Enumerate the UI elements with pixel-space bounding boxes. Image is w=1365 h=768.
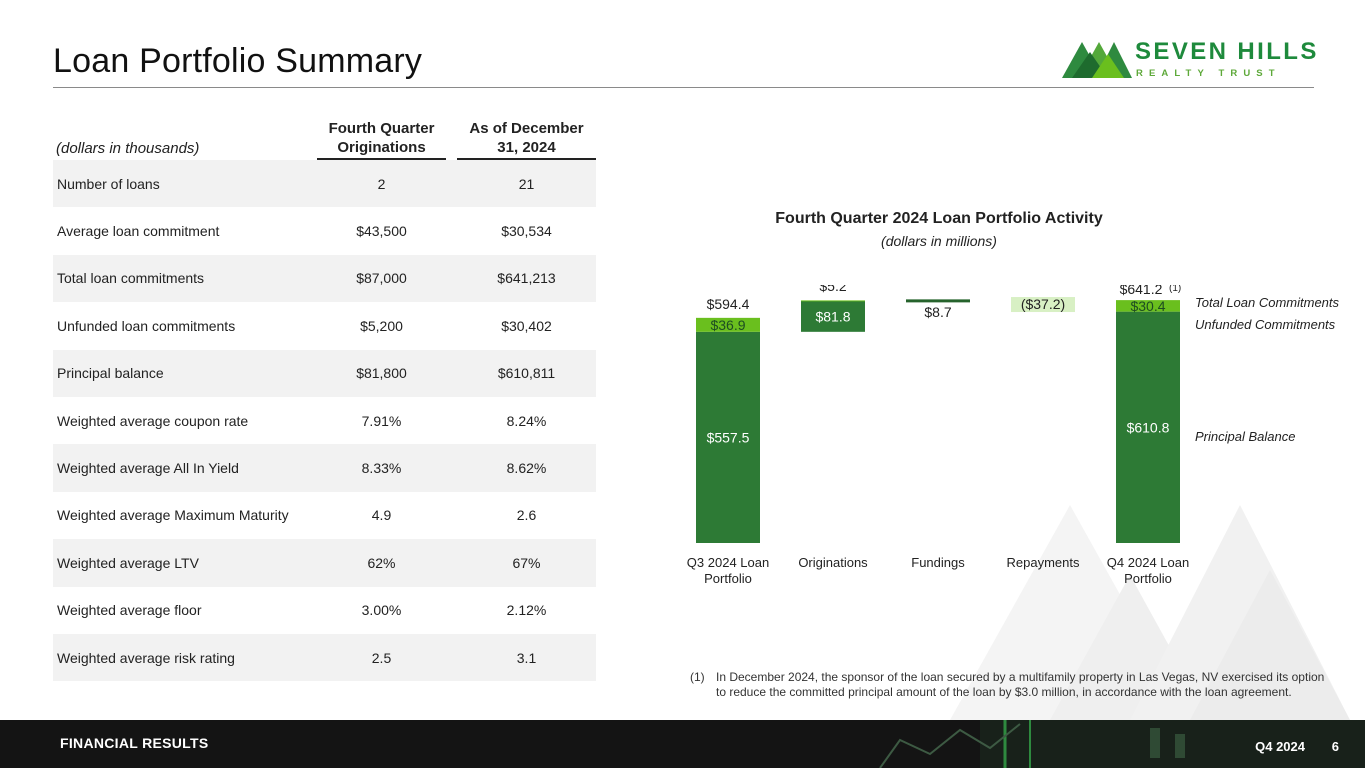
row-q4-value: $81,800 xyxy=(356,365,407,382)
row-q4-value: $87,000 xyxy=(356,270,407,287)
category-label: Q3 2024 Loan Portfolio xyxy=(687,555,769,586)
footnote-number: (1) xyxy=(690,670,705,684)
table-row: Principal balance $81,800 $610,811 xyxy=(53,349,596,397)
table-row: Number of loans 2 21 xyxy=(53,160,596,208)
chart-title: Fourth Quarter 2024 Loan Portfolio Activ… xyxy=(775,210,1103,227)
row-asof-value: 8.62% xyxy=(506,460,547,477)
table-units-label: (dollars in thousands) xyxy=(56,140,200,157)
table-row: Weighted average risk rating 2.5 3.1 xyxy=(53,633,596,682)
footer-page-number: 6 xyxy=(1331,739,1339,754)
bar-q3-unfunded xyxy=(696,317,760,332)
legend-unfunded-commitments: Unfunded Commitments xyxy=(1195,317,1336,332)
row-label: Principal balance xyxy=(57,365,164,382)
row-label: Number of loans xyxy=(57,175,160,192)
label-q3-principal: $557.5 xyxy=(707,429,750,445)
row-q4-value: $43,500 xyxy=(356,223,407,240)
category-label: Repayments xyxy=(1007,555,1080,570)
footer-bar: FINANCIAL RESULTS Q4 2024 6 xyxy=(0,720,1365,768)
table-row: Unfunded loan commitments $5,200 $30,402 xyxy=(53,302,596,349)
row-label: Weighted average coupon rate xyxy=(57,412,249,429)
table-body: Number of loans 2 21 Average loan commitmen… xyxy=(53,160,596,682)
column-header-q4-originations: Fourth Quarter Originations xyxy=(317,119,446,160)
row-label: Weighted average All In Yield xyxy=(57,460,239,477)
row-asof-value: 3.1 xyxy=(516,649,537,666)
row-q4-value: 62% xyxy=(367,554,396,571)
table-row: Weighted average LTV 62% 67% xyxy=(53,539,596,587)
row-label: Weighted average floor xyxy=(57,602,202,619)
bar-repayments xyxy=(1011,297,1075,313)
row-label: Weighted average risk rating xyxy=(57,649,235,666)
row-asof-value: $610,811 xyxy=(497,365,556,382)
title-divider xyxy=(53,87,1314,88)
label-q3-total: $594.4 xyxy=(707,296,750,312)
table-row: Weighted average Maximum Maturity 4.9 2.6 xyxy=(53,492,596,539)
legend-principal-balance: Principal Balance xyxy=(1195,429,1296,444)
category-label: Fundings xyxy=(911,555,965,570)
row-label: Total loan commitments xyxy=(57,270,205,287)
row-q4-value: 2 xyxy=(377,175,386,192)
label-q4-footnote-marker: (1) xyxy=(1169,285,1181,294)
label-repayments: ($37.2) xyxy=(1021,296,1065,312)
row-asof-value: $641,213 xyxy=(497,270,556,287)
waterfall-chart: $557.5 $36.9 $594.4 $81.8 $5.2 $8.7 ($37.2) $61… xyxy=(687,285,1189,586)
logo-subtitle: REALTY TRUST xyxy=(1136,68,1281,79)
table-row: Weighted average floor 3.00% 2.12% xyxy=(53,587,596,634)
table-row: Weighted average All In Yield 8.33% 8.62% xyxy=(53,444,596,492)
label-q4-principal: $610.8 xyxy=(1127,419,1170,435)
row-label: Weighted average LTV xyxy=(57,554,199,571)
row-asof-value: 67% xyxy=(512,554,541,571)
row-asof-value: $30,402 xyxy=(501,317,552,334)
footer-period: Q4 2024 xyxy=(1255,739,1305,754)
footer-section-label: FINANCIAL RESULTS xyxy=(60,735,209,751)
label-originations-unfunded: $5.2 xyxy=(819,285,846,294)
bar-q4-principal xyxy=(1116,311,1180,543)
row-label: Unfunded loan commitments xyxy=(57,317,236,334)
chart-subtitle: (dollars in millions) xyxy=(881,233,997,249)
bar-originations-unfunded xyxy=(801,300,865,302)
row-label: Average loan commitment xyxy=(57,223,220,240)
mountains-logo-icon xyxy=(1062,42,1132,78)
row-asof-value: 8.24% xyxy=(506,412,547,429)
label-fundings: $8.7 xyxy=(924,304,951,320)
table-header: (dollars in thousands) Fourth Quarter Or… xyxy=(53,96,596,160)
company-logo: SEVEN HILLS REALTY TRUST xyxy=(1062,38,1317,80)
page-title: Loan Portfolio Summary xyxy=(53,42,423,80)
row-q4-value: 2.5 xyxy=(371,649,392,666)
legend-total-commitments: Total Loan Commitments xyxy=(1195,295,1340,310)
table-row: Weighted average coupon rate 7.91% 8.24% xyxy=(53,397,596,444)
label-originations-principal: $81.8 xyxy=(815,308,850,324)
bar-q4-unfunded xyxy=(1116,300,1180,312)
logo-name: SEVEN HILLS xyxy=(1135,38,1319,65)
category-label: Q4 2024 Loan Portfolio xyxy=(1107,555,1189,586)
footer-chart-decoration xyxy=(879,720,1365,768)
loan-summary-table: (dollars in thousands) Fourth Quarter Or… xyxy=(53,96,596,682)
row-q4-value: 8.33% xyxy=(361,460,402,477)
label-q4-unfunded: $30.4 xyxy=(1130,298,1165,314)
row-asof-value: 2.6 xyxy=(516,507,537,524)
category-label: Originations xyxy=(798,555,868,570)
background-mountains-decoration xyxy=(950,505,1350,720)
bar-q3-principal xyxy=(696,331,760,543)
row-q4-value: 7.91% xyxy=(361,412,402,429)
table-row: Total loan commitments $87,000 $641,213 xyxy=(53,254,596,303)
row-q4-value: $5,200 xyxy=(360,317,403,334)
label-q4-total: $641.2 xyxy=(1120,285,1163,297)
row-asof-value: $30,534 xyxy=(501,223,552,240)
column-header-as-of: As of December 31, 2024 xyxy=(457,119,596,160)
row-asof-value: 21 xyxy=(518,175,535,192)
row-q4-value: 4.9 xyxy=(371,507,392,524)
row-label: Weighted average Maximum Maturity xyxy=(57,507,289,524)
footnote-text: In December 2024, the sponsor of the loa… xyxy=(716,670,1325,699)
row-asof-value: 2.12% xyxy=(506,602,547,619)
table-row: Average loan commitment $43,500 $30,534 xyxy=(53,207,596,254)
row-q4-value: 3.00% xyxy=(361,602,402,619)
label-q3-unfunded: $36.9 xyxy=(710,317,745,333)
bar-originations-principal xyxy=(801,300,865,332)
